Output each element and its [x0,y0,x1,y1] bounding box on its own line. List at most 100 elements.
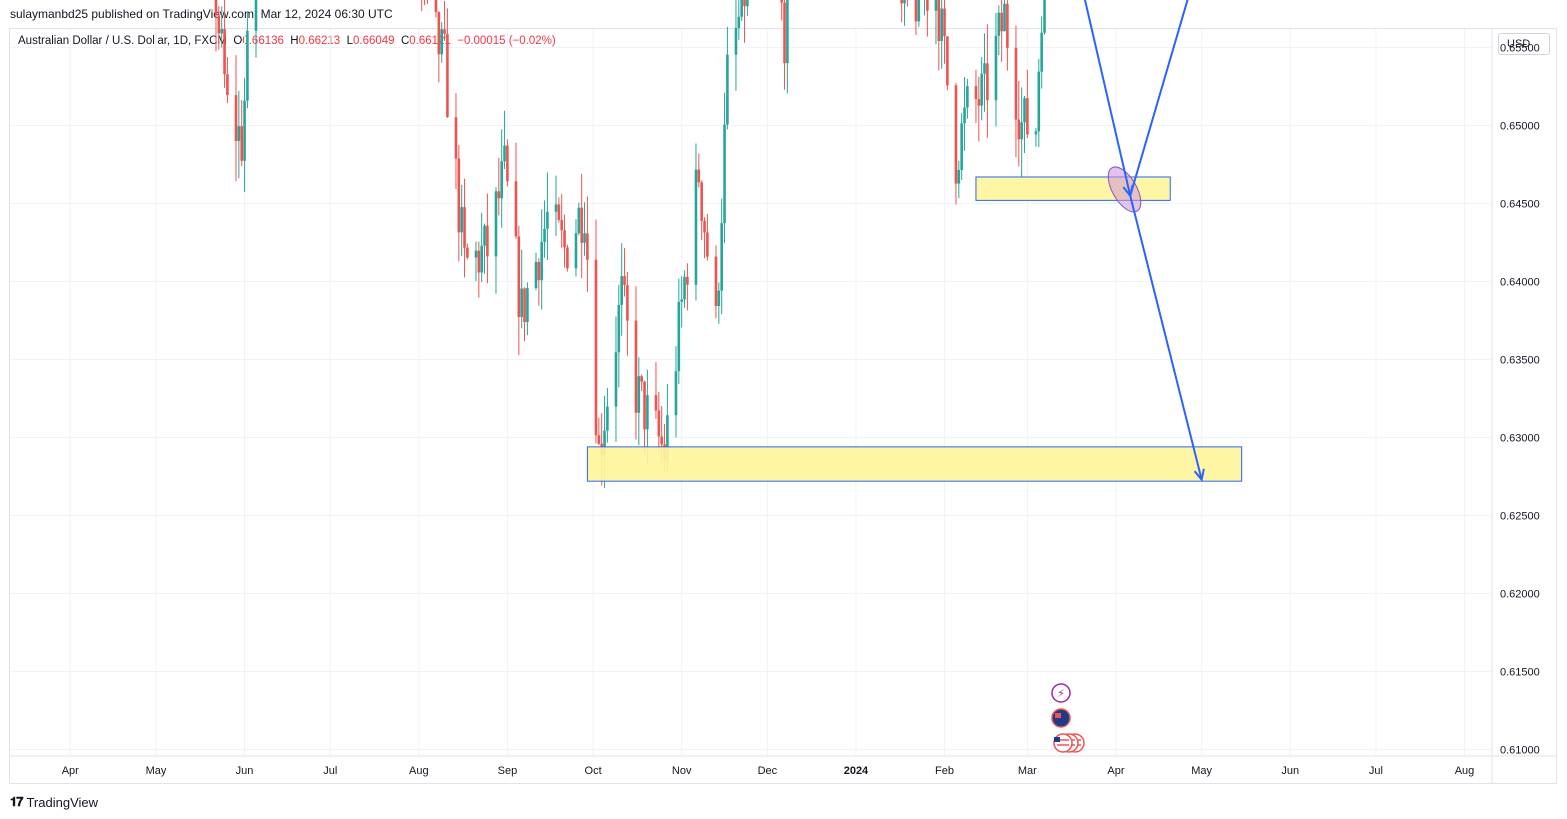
candle-body-246 [997,12,1001,36]
candle-body-134 [546,211,549,229]
candle-body-234 [946,36,949,86]
x-tick-label-12: Apr [1107,765,1124,777]
legend-low: 0.66049 [352,35,395,47]
au-flag-union [1055,713,1061,718]
candle-body-132 [540,242,543,281]
candle-body-166 [677,301,681,372]
candle-body-117 [480,245,483,273]
arrow-line-2 [1129,195,1203,480]
y-tick-label-13: 0.63000 [1500,433,1540,445]
x-tick-label-13: May [1191,765,1212,777]
us-flag-canton [1054,737,1060,742]
y-tick-label-8: 0.65500 [1500,43,1540,55]
candle-body-236 [957,169,961,184]
candle-body-154 [626,285,629,321]
x-tick-label-9: 2024 [844,765,869,777]
y-tick-label-10: 0.64500 [1500,199,1540,211]
candle-body-54 [226,74,229,96]
candle-body-146 [597,435,601,444]
candle-body-178 [723,124,726,224]
tradingview-logo[interactable]: 𝟏𝟕 TradingView [10,794,98,810]
candle-body-230 [934,0,938,11]
candle-body-105 [434,0,438,13]
candle-body-124 [506,145,509,182]
x-tick-label-7: Nov [672,765,692,777]
candle-body-177 [720,223,723,291]
candle-body-222 [900,0,903,4]
candle-body-139 [566,247,569,269]
candle-body-133 [543,228,546,243]
candle-body-53 [223,29,226,75]
candle-body-50 [214,0,218,16]
candle-body-127 [520,288,523,318]
y-tick-label-12: 0.63500 [1500,355,1540,367]
y-tick-label-15: 0.62000 [1500,589,1540,601]
candle-body-176 [717,290,721,307]
y-tick-label-17: 0.61000 [1500,745,1540,757]
x-tick-label-5: Sep [498,765,518,777]
candle-body-250 [1014,47,1018,120]
candle-body-153 [623,276,626,286]
candle-body-150 [614,352,618,407]
candle-body-184 [746,0,749,7]
candle-body-175 [714,256,718,307]
candle-body-138 [563,230,566,248]
candle-body-157 [640,376,643,382]
tradingview-logo-icon: 𝟏𝟕 [10,794,24,809]
zone-rect-2 [975,176,1171,201]
candle-body-174 [706,232,709,257]
candle-body-118 [483,225,486,246]
legend-low-label: L [346,35,353,47]
candle-body-151 [617,304,621,353]
candle-body-169 [686,276,689,285]
candle-body-164 [666,415,669,461]
candle-body-229 [926,0,929,11]
candle-body-179 [726,54,729,125]
candle-body-126 [517,236,521,318]
candle-body-106 [437,12,441,55]
candle-body-192 [780,0,783,3]
candle-body-140 [574,233,578,269]
legend-change: −0.00015 (−0.02%) [457,35,556,47]
candle-body-110 [454,117,458,159]
candle-body-55 [234,95,238,141]
candle-body-125 [514,181,518,237]
x-tick-label-11: Mar [1018,765,1037,777]
candle-body-258 [1043,0,1046,33]
candle-body-170 [694,169,698,285]
candle-body-144 [586,233,589,260]
candle-body-245 [994,35,998,101]
candle-body-135 [554,204,558,212]
candle-body-240 [974,86,978,100]
legend-open-label: O [233,35,243,47]
candle-body-107 [440,29,443,55]
candle-body-237 [960,123,963,170]
candle-body-172 [700,182,703,221]
candle-body-241 [977,99,981,106]
candle-body-129 [526,288,529,323]
arrow-line-1 [1129,0,1189,196]
x-tick-label-1: May [146,765,167,777]
arrow-line-0 [1083,0,1132,196]
candle-body-57 [240,126,244,161]
candle-body-168 [683,276,686,300]
candle-body-130 [534,261,538,289]
currency-button[interactable]: USD [1498,33,1550,55]
candle-body-226 [917,0,921,22]
candle-body-231 [937,0,941,42]
candle-body-142 [580,207,583,243]
candle-body-161 [657,410,661,437]
candle-body-235 [954,85,958,184]
candle-body-114 [466,247,469,258]
x-tick-label-4: Aug [409,765,429,777]
candle-body-248 [1003,3,1006,32]
candle-body-60 [254,0,258,31]
candle-body-59 [246,30,249,101]
y-tick-label-14: 0.62500 [1500,511,1540,523]
candle-body-223 [903,0,906,4]
candle-body-180 [734,28,738,55]
candle-body-160 [654,395,658,411]
candle-body-256 [1037,71,1041,132]
candle-body-255 [1034,131,1038,135]
